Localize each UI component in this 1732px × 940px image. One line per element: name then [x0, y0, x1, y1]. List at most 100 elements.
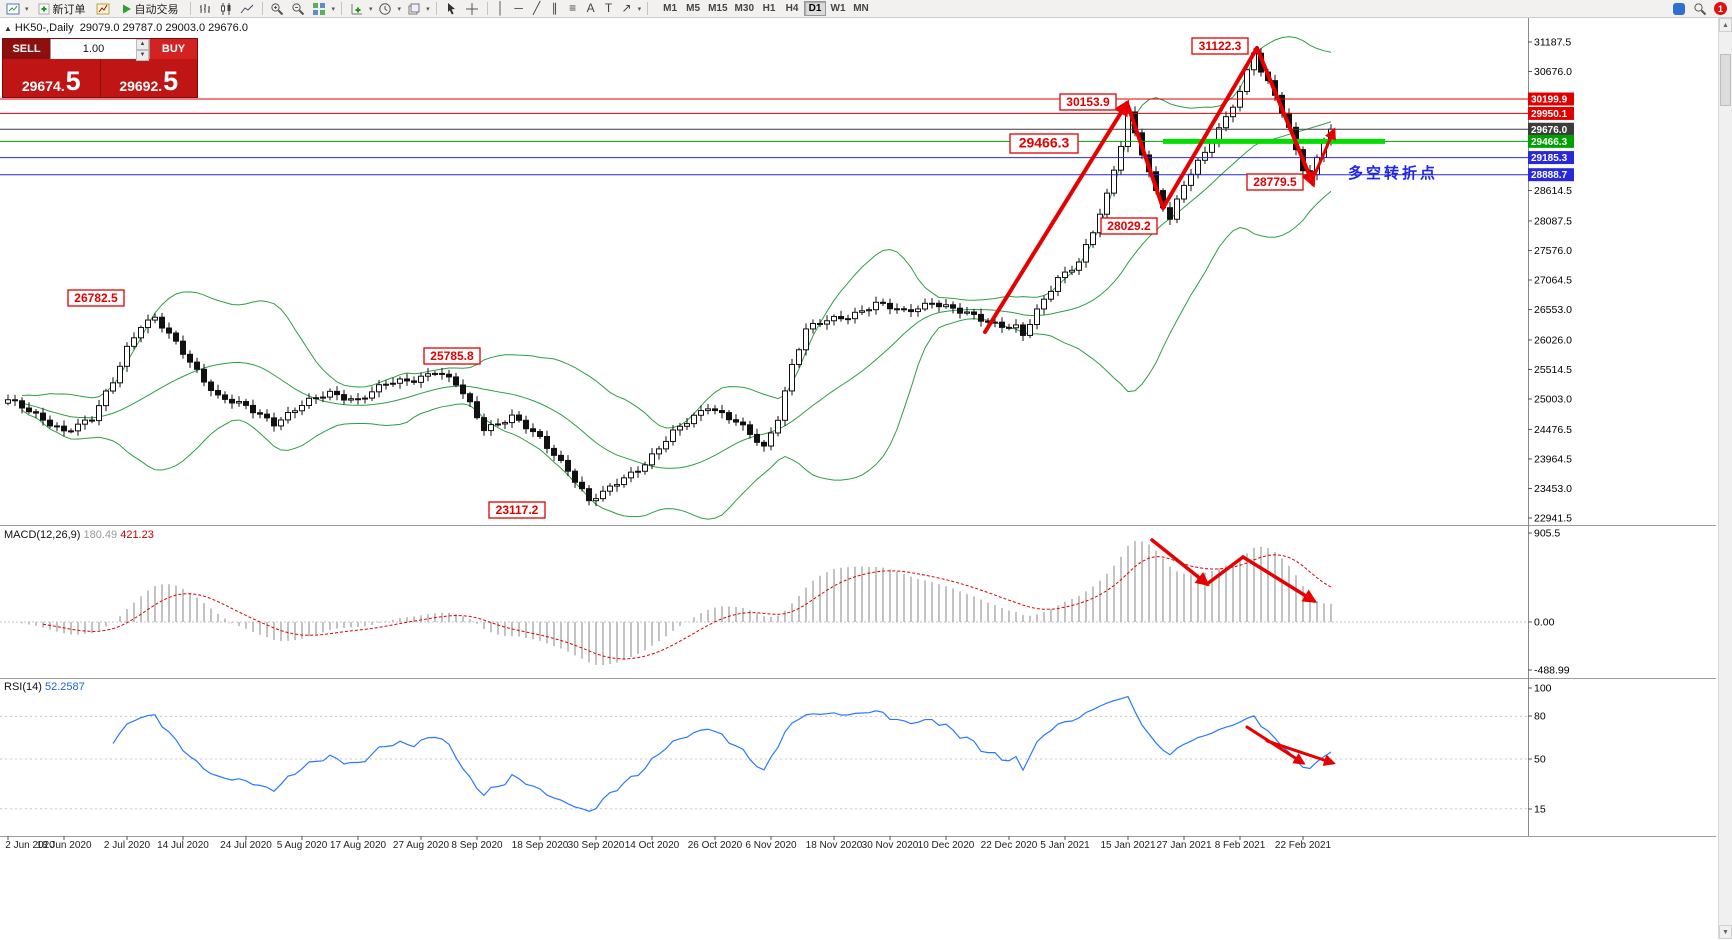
autotrading-label: 自动交易 [134, 3, 179, 16]
symbol-info-bar[interactable]: ▲ HK50-,Daily 29079.0 29787.0 29003.0 296… [4, 22, 248, 34]
zoom-in-icon[interactable] [268, 1, 287, 16]
windows-caret-icon[interactable]: ▾ [331, 5, 336, 13]
svg-text:27576.0: 27576.0 [1534, 245, 1572, 257]
search-icon[interactable] [1690, 1, 1709, 16]
volume-down-button[interactable]: ▼ [136, 50, 149, 61]
templates-caret-icon[interactable]: ▾ [426, 5, 430, 13]
trendline-tool-icon[interactable]: ╱ [532, 1, 541, 15]
svg-text:22941.5: 22941.5 [1534, 513, 1572, 525]
timeframe-button-h1[interactable]: H1 [758, 1, 780, 16]
crosshair-icon[interactable] [463, 1, 482, 16]
periods-caret-icon[interactable]: ▾ [397, 5, 402, 13]
svg-text:18 Sep 2020: 18 Sep 2020 [512, 840, 569, 851]
channel-tool-icon[interactable]: ∥ [551, 1, 558, 15]
trend-arrows-main[interactable] [983, 46, 1336, 334]
svg-text:23117.2: 23117.2 [496, 503, 539, 517]
text-tool-icon[interactable]: A [586, 1, 595, 15]
svg-text:18 Jun 2020: 18 Jun 2020 [36, 840, 91, 851]
templates-icon[interactable] [404, 1, 423, 16]
toolbar-separator [189, 2, 191, 15]
svg-text:100: 100 [1534, 683, 1552, 695]
toolbar-separator [435, 2, 437, 15]
svg-text:23964.5: 23964.5 [1534, 453, 1572, 465]
volume-spinner: ▲ ▼ [136, 39, 149, 61]
sell-price[interactable]: 29674. 5 [3, 59, 100, 97]
svg-text:29676.0: 29676.0 [1531, 125, 1568, 136]
label-tool-icon[interactable]: T [604, 1, 613, 15]
buy-price-frac: 5 [163, 66, 179, 97]
svg-text:29466.3: 29466.3 [1531, 137, 1568, 148]
annotation-boxes[interactable]: 26782.5 25785.8 23117.2 30153.9 29466.3 28029… [67, 37, 1304, 519]
svg-text:10 Dec 2020: 10 Dec 2020 [918, 840, 975, 851]
svg-text:17 Aug 2020: 17 Aug 2020 [330, 840, 387, 851]
zoom-out-icon[interactable] [289, 1, 308, 16]
svg-text:29466.3: 29466.3 [1019, 135, 1070, 151]
timeframe-button-m15[interactable]: M15 [705, 1, 730, 16]
arrows-tool-icon[interactable]: ↗ [621, 1, 632, 15]
indicators-caret-icon[interactable]: ▾ [369, 5, 373, 13]
svg-text:31187.5: 31187.5 [1534, 37, 1571, 49]
symbol-ohlc-text: HK50-,Daily 29079.0 29787.0 29003.0 2967… [14, 22, 248, 34]
svg-text:30 Nov 2020: 30 Nov 2020 [862, 840, 919, 851]
new-chart-icon[interactable] [3, 1, 22, 16]
new-order-button[interactable]: 新订单 [32, 1, 92, 17]
timeframe-button-mn[interactable]: MN [850, 1, 872, 16]
scroll-down-button[interactable]: ▼ [1719, 925, 1732, 939]
price-lines[interactable]: 30199.929950.129676.029466.329185.328888… [0, 92, 1574, 182]
svg-text:28087.5: 28087.5 [1534, 215, 1572, 227]
indicators-icon[interactable] [347, 1, 366, 16]
profiles-caret-icon[interactable]: ▾ [25, 5, 29, 13]
svg-text:8 Feb 2021: 8 Feb 2021 [1215, 840, 1266, 851]
toolbar-separator [486, 2, 488, 15]
svg-text:8 Sep 2020: 8 Sep 2020 [451, 840, 503, 851]
buy-price[interactable]: 29692. 5 [99, 59, 198, 97]
market-watch-icon[interactable] [1673, 2, 1685, 15]
buy-button[interactable]: BUY [150, 39, 197, 59]
tile-windows-icon[interactable] [310, 1, 329, 16]
macd-pane [0, 541, 1528, 666]
fibonacci-tool-icon[interactable]: ≡ [569, 1, 577, 15]
collapse-arrow-icon[interactable]: ▲ [4, 24, 12, 33]
svg-text:23453.0: 23453.0 [1534, 483, 1572, 495]
line-chart-icon[interactable] [238, 1, 257, 16]
svg-text:2 Jul 2020: 2 Jul 2020 [104, 840, 151, 851]
svg-text:5 Aug 2020: 5 Aug 2020 [277, 840, 328, 851]
timeframe-button-m30[interactable]: M30 [732, 1, 757, 16]
vertical-line-tool-icon[interactable]: │ [496, 1, 505, 15]
sell-price-main: 29674 [21, 78, 61, 94]
note-text[interactable]: 多空转折点 [1348, 164, 1438, 182]
ohlc-bars-icon[interactable] [196, 1, 215, 16]
timeframe-button-m5[interactable]: M5 [682, 1, 704, 16]
svg-text:28614.5: 28614.5 [1534, 185, 1572, 197]
svg-text:28888.7: 28888.7 [1531, 170, 1568, 181]
svg-text:27 Aug 2020: 27 Aug 2020 [393, 840, 450, 851]
timeframe-button-w1[interactable]: W1 [827, 1, 849, 16]
timeframe-button-h4[interactable]: H4 [781, 1, 803, 16]
notification-badge[interactable]: 1 [1714, 2, 1727, 15]
buy-price-main: 29692 [119, 78, 159, 94]
horizontal-line-tool-icon[interactable]: ─ [514, 1, 523, 15]
one-click-trading-panel: SELL 1.00 ▲ ▼ BUY 29674. 5 29692. 5 [2, 38, 198, 98]
new-order-label: 新订单 [52, 3, 86, 16]
svg-text:15 Jan 2021: 15 Jan 2021 [1100, 840, 1155, 851]
chart-window-icon[interactable] [94, 1, 113, 16]
trend-arrows-macd[interactable] [1150, 538, 1317, 603]
volume-value: 1.00 [82, 43, 105, 55]
svg-text:27 Jan 2021: 27 Jan 2021 [1156, 840, 1211, 851]
arrows-caret-icon[interactable]: ▾ [637, 5, 642, 13]
autotrading-button[interactable]: 自动交易 [115, 1, 185, 17]
sell-button[interactable]: SELL [3, 39, 50, 59]
vertical-scrollbar[interactable]: ▲ ▼ [1718, 18, 1732, 939]
trend-arrows-rsi[interactable] [1245, 725, 1336, 766]
timeframe-button-m1[interactable]: M1 [659, 1, 681, 16]
scroll-up-button[interactable]: ▲ [1719, 18, 1732, 32]
scroll-thumb[interactable] [1720, 54, 1731, 106]
candlestick-icon[interactable] [217, 1, 236, 16]
volume-input[interactable]: 1.00 ▲ ▼ [50, 39, 150, 61]
periods-clock-icon[interactable] [376, 1, 395, 16]
timeframe-button-d1[interactable]: D1 [804, 1, 826, 16]
cursor-icon[interactable] [442, 1, 461, 16]
volume-up-button[interactable]: ▲ [136, 39, 149, 50]
